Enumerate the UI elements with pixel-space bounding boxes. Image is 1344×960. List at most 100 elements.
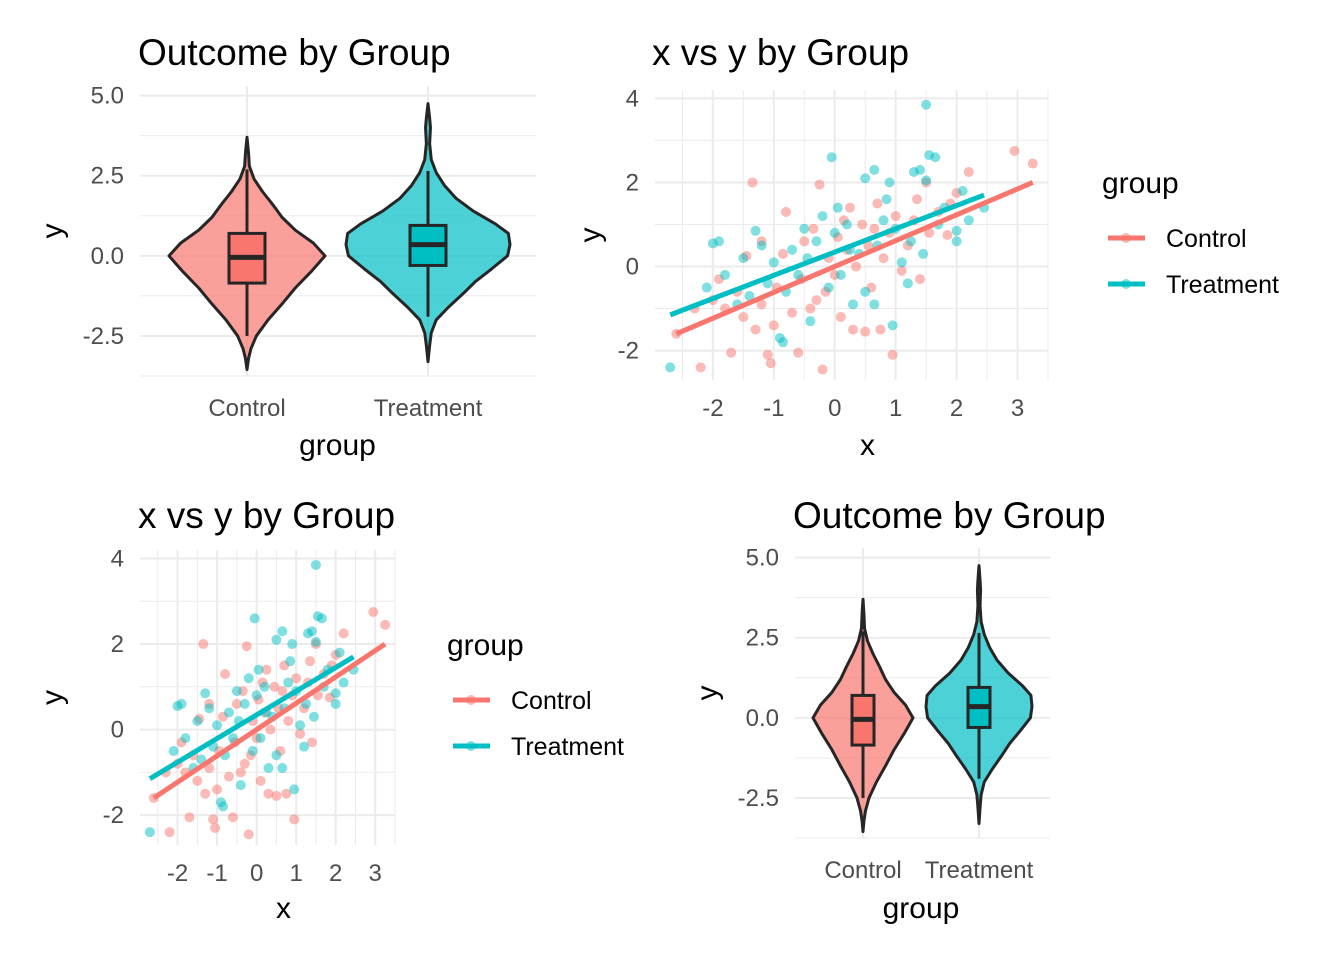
point-control xyxy=(915,274,926,285)
y-tick-label: 5.0 xyxy=(746,545,779,572)
point-control xyxy=(198,639,209,650)
legend-title: group xyxy=(447,629,524,662)
point-treatment xyxy=(255,733,266,744)
point-treatment xyxy=(665,362,676,373)
x-tick-label: 2 xyxy=(329,860,342,887)
point-treatment xyxy=(841,219,852,230)
point-control xyxy=(227,812,238,823)
point-control xyxy=(817,364,828,375)
point-control xyxy=(235,767,246,778)
fit-line-control xyxy=(152,641,387,801)
point-control xyxy=(239,758,250,769)
point-control xyxy=(231,698,242,709)
x-tick-label: Control xyxy=(824,857,901,884)
point-treatment xyxy=(799,223,810,234)
point-treatment xyxy=(744,290,755,301)
point-control xyxy=(896,265,907,276)
x-axis-label: group xyxy=(299,429,376,462)
point-control xyxy=(1009,145,1020,156)
point-control xyxy=(255,775,266,786)
point-treatment xyxy=(720,269,731,280)
point-treatment xyxy=(310,559,321,570)
y-axis-label: y xyxy=(36,690,69,705)
point-treatment xyxy=(915,164,926,175)
legend-label-control: Control xyxy=(511,687,592,715)
point-treatment xyxy=(823,282,834,293)
x-tick-label: 3 xyxy=(1011,395,1024,422)
fit-line-treatment xyxy=(669,192,985,318)
point-treatment xyxy=(921,175,932,186)
y-tick-label: -2.5 xyxy=(738,785,779,812)
point-control xyxy=(805,303,816,314)
point-treatment xyxy=(902,278,913,289)
point-treatment xyxy=(829,227,840,238)
point-treatment xyxy=(951,225,962,236)
point-control xyxy=(210,822,221,833)
point-control xyxy=(747,177,758,188)
point-treatment xyxy=(701,282,712,293)
point-control xyxy=(924,227,935,238)
point-control xyxy=(738,311,749,322)
point-control xyxy=(271,790,282,801)
point-treatment xyxy=(295,720,306,731)
point-control xyxy=(192,775,203,786)
point-control xyxy=(869,223,880,234)
point-treatment xyxy=(930,152,941,163)
point-treatment xyxy=(848,299,859,310)
y-tick-label: 0 xyxy=(626,254,639,281)
point-control xyxy=(295,728,306,739)
x-tick-label: Control xyxy=(208,395,285,422)
point-treatment xyxy=(253,664,264,675)
point-treatment xyxy=(243,673,254,684)
y-tick-label: -2.5 xyxy=(83,323,124,350)
y-tick-label: 2 xyxy=(111,631,124,658)
y-tick-label: 4 xyxy=(111,546,124,573)
point-treatment xyxy=(223,707,234,718)
point-control xyxy=(289,814,300,825)
point-treatment xyxy=(896,257,907,268)
point-treatment xyxy=(330,688,341,699)
x-axis-label: x xyxy=(276,892,291,925)
x-tick-label: 1 xyxy=(889,395,902,422)
legend-label-treatment: Treatment xyxy=(511,733,624,761)
point-control xyxy=(768,320,779,331)
point-treatment xyxy=(963,215,974,226)
panel-1: -2.5 0.0 2.5 5.0 y group Control Treatment xyxy=(36,83,536,462)
legend-key-control-point xyxy=(1121,233,1131,243)
point-treatment xyxy=(330,698,341,709)
panel-4: -2.5 0.0 2.5 5.0 y group Control Treatment xyxy=(691,545,1050,925)
point-treatment xyxy=(176,698,187,709)
point-control xyxy=(848,324,859,335)
point-treatment xyxy=(192,716,203,727)
point-treatment xyxy=(884,177,895,188)
legend-bottom: group Control Treatment xyxy=(447,629,624,761)
point-control xyxy=(787,307,798,318)
legend-label-control: Control xyxy=(1166,225,1247,253)
point-treatment xyxy=(805,316,816,327)
point-treatment xyxy=(787,244,798,255)
point-treatment xyxy=(287,639,298,650)
point-treatment xyxy=(957,185,968,196)
point-treatment xyxy=(249,613,260,624)
point-control xyxy=(875,324,886,335)
point-treatment xyxy=(316,613,327,624)
point-treatment xyxy=(168,745,179,756)
point-treatment xyxy=(793,269,804,280)
y-axis-label: y xyxy=(36,224,69,239)
legend-key-treatment-point xyxy=(1121,279,1131,289)
point-treatment xyxy=(768,257,779,268)
point-control xyxy=(808,223,819,234)
point-control xyxy=(765,358,776,369)
y-axis-label: y xyxy=(691,686,724,701)
point-treatment xyxy=(750,225,761,236)
fit-line-treatment xyxy=(148,654,355,781)
x-axis-label: x xyxy=(860,429,875,462)
x-tick-label: 2 xyxy=(950,395,963,422)
x-axis-label: group xyxy=(883,892,960,925)
x-tick-label: -2 xyxy=(702,395,723,422)
point-control xyxy=(263,788,274,799)
point-control xyxy=(857,219,868,230)
point-treatment xyxy=(308,711,319,722)
point-treatment xyxy=(251,690,262,701)
